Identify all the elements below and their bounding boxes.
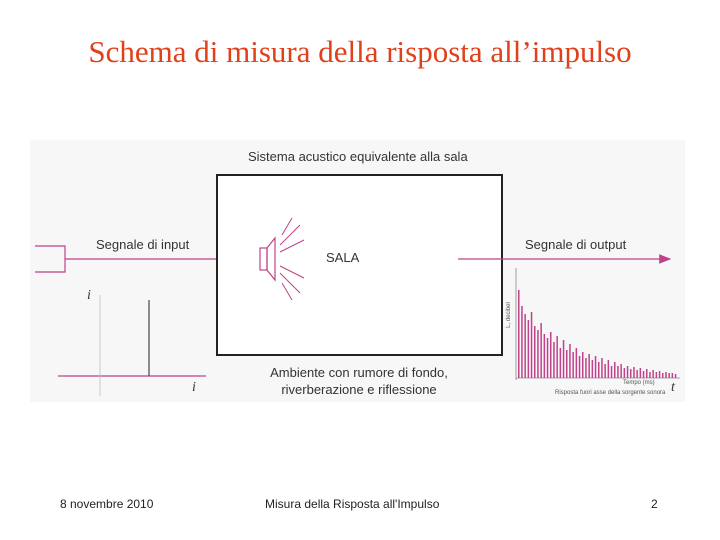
response-bar [569,344,571,378]
response-bar [623,368,626,378]
response-bar [559,348,562,378]
response-bar [665,372,667,378]
response-bar [636,370,638,378]
output-plot-caption: Risposta fuori asse della sorgente sonor… [555,390,666,396]
response-bar [556,336,558,378]
input-label: Segnale di input [96,237,190,252]
loudspeaker-icon [259,217,305,301]
response-bar [594,356,597,378]
response-bar [642,371,645,378]
footer-subject: Misura della Risposta all'Impulso [265,497,440,511]
output-label: Segnale di output [525,237,627,252]
response-bar [550,332,552,378]
response-bar [633,367,635,378]
response-bar [527,320,530,378]
measurement-diagram: Sistema acustico equivalente alla sala S… [30,140,685,402]
response-bar [607,360,610,378]
ambient-label-line2: riverberazione e riflessione [281,382,437,397]
response-bar [518,290,520,378]
response-bar [575,348,578,378]
response-bar [674,374,677,378]
response-bar [626,366,629,378]
response-bar [562,340,565,378]
output-plot-xlabel: Tempo (ms) [623,380,655,386]
response-bar [582,352,584,378]
response-bar [620,364,622,378]
response-bar [524,314,526,378]
response-bar [658,371,661,378]
response-bar [630,369,632,378]
response-bar [614,362,616,378]
response-bar [649,372,651,378]
response-bar [530,312,533,378]
response-bar [534,326,536,378]
response-bar [598,362,600,378]
response-bar [604,364,606,378]
response-bar [591,360,594,378]
diagram-graphics [35,174,680,396]
input-axis-x-label: i [192,380,196,395]
response-bar [553,342,555,378]
response-bar [655,372,658,378]
system-label: Sistema acustico equivalente alla sala [248,149,468,164]
response-bar [546,338,549,378]
response-bar [668,373,670,378]
response-bar [521,306,523,378]
response-bar [639,368,642,378]
input-axis-y-label: i [87,288,91,303]
response-bar [646,369,648,378]
response-bar [671,373,674,378]
response-bar [543,334,546,378]
response-bar [617,366,619,378]
response-bar [610,366,613,378]
response-bar [601,358,603,378]
room-label: SALA [326,250,360,265]
footer-date: 8 novembre 2010 [60,497,154,511]
response-bar [540,323,542,378]
output-axis-x-label: t [671,380,675,395]
response-bar [578,356,581,378]
response-bar [662,373,664,378]
response-bar [652,370,654,378]
input-step-signal [35,245,66,273]
output-plot-ylabel: L, decibel [505,302,512,328]
room-box [216,174,503,356]
response-bar [572,352,574,378]
response-bar [588,354,590,378]
slide-title: Schema di misura della risposta all’impu… [88,34,632,69]
response-bar [585,358,587,378]
output-response-bars [518,290,677,378]
footer-page-number: 2 [651,497,658,511]
response-bar [537,330,539,378]
ambient-label-line1: Ambiente con rumore di fondo, [270,365,448,380]
response-bar [566,350,568,378]
